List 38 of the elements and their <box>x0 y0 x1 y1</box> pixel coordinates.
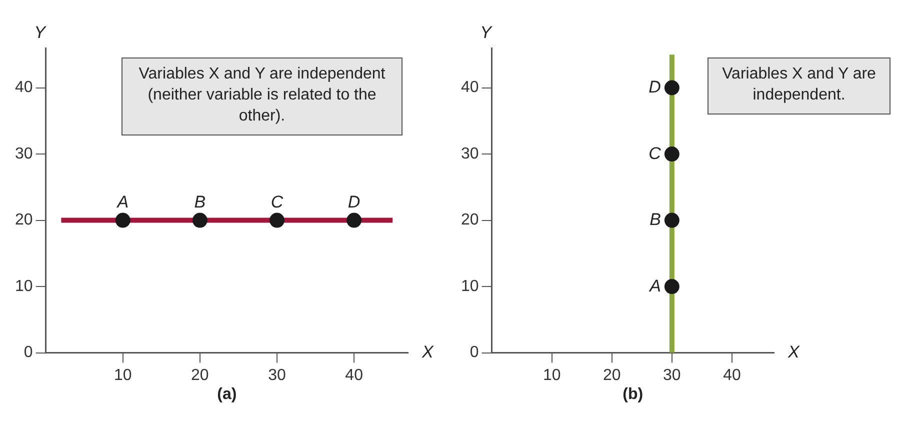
x-tick-label: 40 <box>723 366 741 384</box>
x-tick-label: 10 <box>542 366 561 384</box>
y-tick-label: 30 <box>461 145 479 162</box>
text: (b) <box>622 386 644 404</box>
point <box>664 279 680 294</box>
annotation: B <box>650 210 661 230</box>
y-tick-label: 20 <box>461 212 479 229</box>
x-axis-title: X <box>421 342 434 362</box>
x-tick-label: 20 <box>191 366 209 384</box>
annotation: D <box>348 192 360 212</box>
x-tick-label: 40 <box>345 366 364 384</box>
y-tick-label: 40 <box>15 79 33 96</box>
text: (a) <box>217 386 237 404</box>
annotation: C <box>648 144 662 163</box>
y-tick-label: 0 <box>470 344 479 362</box>
y-tick-label: 10 <box>15 278 33 295</box>
x-axis-title: X <box>787 342 800 362</box>
point <box>664 80 680 96</box>
x-tick-label: 30 <box>268 366 286 384</box>
y-tick-label: 20 <box>15 212 33 229</box>
point <box>664 146 680 162</box>
y-axis-title: Y <box>480 23 494 42</box>
y-tick-label: 30 <box>15 145 33 162</box>
annotation: C <box>270 192 284 212</box>
x-tick-label: 30 <box>663 366 681 384</box>
y-tick-label: 0 <box>24 344 33 362</box>
annotation: Variables X and Y are independent (neither variable is related to the other). <box>138 65 386 124</box>
x-tick-label: 10 <box>114 366 132 384</box>
y-tick-label: 10 <box>461 278 479 295</box>
annotation: B <box>194 192 206 212</box>
point <box>664 212 680 228</box>
y-tick-label: 40 <box>461 79 479 96</box>
y-axis-title: Y <box>34 23 48 42</box>
annotation: Variables X and Y are independent. <box>722 65 876 104</box>
annotation: D <box>648 77 661 96</box>
annotation: A <box>116 192 129 212</box>
x-tick-label: 20 <box>602 366 621 384</box>
annotation: A <box>648 276 661 296</box>
